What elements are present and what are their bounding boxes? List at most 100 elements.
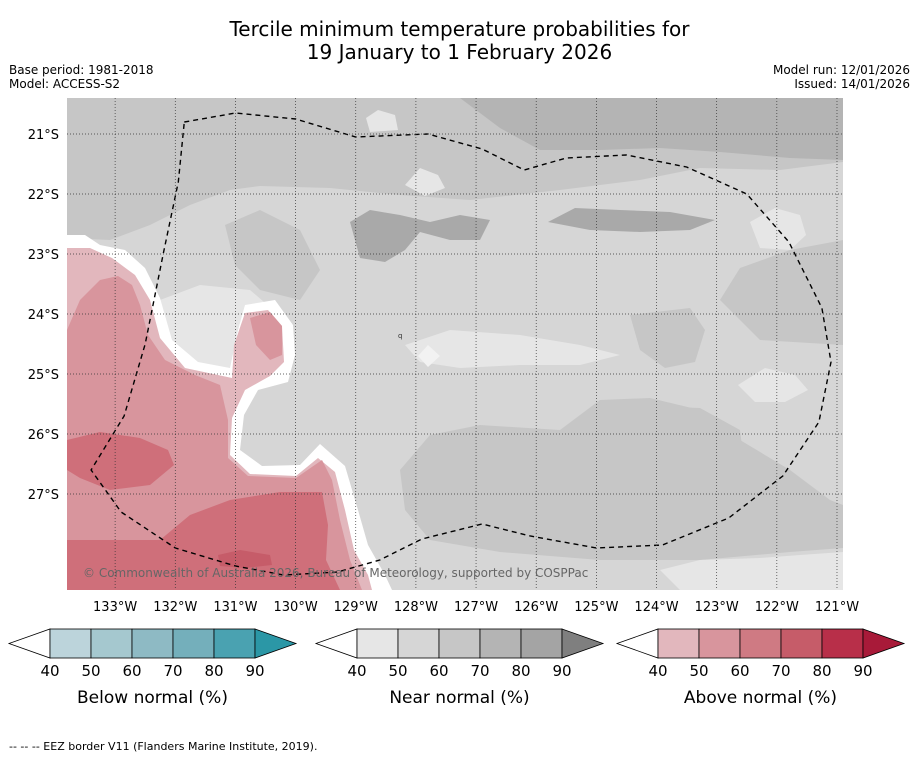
copyright-text: © Commonwealth of Australia 2026, Bureau…	[83, 566, 588, 580]
legend-near-level-5: 90	[552, 662, 571, 680]
legend-near-level-0: 40	[347, 662, 366, 680]
model-run: Model run: 12/01/2026	[772, 63, 910, 77]
legends: 40 50 60 70 80 90 Below normal (%) 40 50 60 70 80 90…	[7, 628, 906, 708]
legend-near-swatch-3	[479, 628, 522, 659]
y-tick-label-0: 21°S	[28, 128, 59, 143]
legend-near-label: Near normal (%)	[389, 688, 529, 708]
y-tick-label-3: 24°S	[28, 308, 59, 323]
legend-above-swatch-3	[780, 628, 823, 659]
legend-above-level-5: 90	[853, 662, 872, 680]
near-normal-zone-40-b	[405, 330, 620, 368]
near-normal-zone-70-c	[548, 208, 715, 232]
legend-near-swatch-0	[356, 628, 399, 659]
x-tick-label-9: 124°W	[634, 600, 678, 615]
y-tick-label-1: 22°S	[28, 188, 59, 203]
gridlines	[67, 98, 843, 590]
y-tick-label-4: 25°S	[28, 368, 59, 383]
x-tick-label-2: 131°W	[213, 600, 257, 615]
legend-below-swatch-1	[90, 628, 133, 659]
legend-below-level-3: 70	[163, 662, 182, 680]
legend-above-swatch-2	[739, 628, 782, 659]
legend-near-level-4: 80	[511, 662, 530, 680]
near-normal-zone-60-rightmid	[630, 308, 705, 368]
chart-title: Tercile minimum temperature probabilitie…	[0, 18, 919, 64]
near-normal-zone-40-d	[750, 208, 806, 250]
legend-near-level-3: 70	[470, 662, 489, 680]
legend-below-swatch-0	[49, 628, 92, 659]
x-tick-label-4: 129°W	[334, 600, 378, 615]
title-line-1: Tercile minimum temperature probabilitie…	[229, 17, 690, 41]
above-normal-zone-50-isl	[250, 312, 282, 360]
legend-near-swatch-4	[520, 628, 563, 659]
near-normal-zone-40-e	[405, 168, 445, 196]
legend-above-level-3: 70	[771, 662, 790, 680]
legend-below-min-arrow	[7, 628, 51, 659]
near-normal-zone-70-b	[350, 210, 490, 262]
legend-near-level-1: 50	[388, 662, 407, 680]
legend-above-swatch-1	[698, 628, 741, 659]
legend-near-max-arrow	[561, 628, 605, 659]
legend-near-min-arrow	[314, 628, 358, 659]
eez-border	[90, 112, 832, 576]
legend-below-swatch-3	[172, 628, 215, 659]
legend-below-max-arrow	[254, 628, 298, 659]
x-tick-label-0: 133°W	[93, 600, 137, 615]
meta-right: Model run: 12/01/2026 Issued: 14/01/2026	[773, 63, 910, 91]
x-tick-label-3: 130°W	[274, 600, 318, 615]
above-normal-zone-60	[67, 432, 174, 490]
legend-near-level-2: 60	[429, 662, 448, 680]
legend-below-level-5: 90	[245, 662, 264, 680]
legend-near-swatch-1	[397, 628, 440, 659]
y-tick-label-2: 23°S	[28, 248, 59, 263]
legend-near-swatch-2	[438, 628, 481, 659]
legend-above-label: Above normal (%)	[684, 688, 837, 708]
x-tick-label-6: 127°W	[454, 600, 498, 615]
near-normal-zone-60-mid	[225, 210, 320, 300]
y-tick-label-6: 27°S	[28, 488, 59, 503]
map-area	[67, 98, 843, 590]
legend-above-level-2: 60	[730, 662, 749, 680]
x-tick-label-1: 132°W	[153, 600, 197, 615]
issued-date: Issued: 14/01/2026	[794, 77, 910, 91]
above-normal-zone-60-b	[67, 492, 340, 590]
x-tick-label-12: 121°W	[815, 600, 859, 615]
legend-above: 40 50 60 70 80 90 Above normal (%)	[615, 628, 906, 708]
legend-above-min-arrow	[615, 628, 659, 659]
legend-below-label: Below normal (%)	[77, 688, 228, 708]
legend-above-swatch-4	[821, 628, 864, 659]
near-normal-zone-40-g	[660, 552, 843, 590]
x-tick-label-10: 123°W	[695, 600, 739, 615]
near-normal-zone-40-c	[738, 368, 808, 402]
legend-above-swatch-0	[657, 628, 700, 659]
near-normal-zone-60-east	[720, 240, 843, 345]
meta-left: Base period: 1981-2018 Model: ACCESS-S2	[9, 63, 154, 91]
legend-above-level-0: 40	[648, 662, 667, 680]
near-normal-zone-60-se	[575, 405, 745, 480]
near-normal-zone-40-f	[366, 110, 398, 132]
title-line-2: 19 January to 1 February 2026	[306, 40, 613, 64]
x-tick-label-8: 125°W	[574, 600, 618, 615]
near-normal-zone-70	[460, 98, 843, 160]
axis-ticks: 133°W 132°W 131°W 130°W 129°W 128°W 127°W 126°W…	[28, 128, 860, 615]
legend-near: 40 50 60 70 80 90 Near normal (%)	[314, 628, 605, 708]
base-period: Base period: 1981-2018	[9, 63, 154, 77]
legend-below-level-0: 40	[40, 662, 59, 680]
legend-above-level-1: 50	[689, 662, 708, 680]
x-tick-label-5: 128°W	[394, 600, 438, 615]
annotation-q: q	[398, 332, 402, 340]
legend-below-swatch-4	[213, 628, 256, 659]
legend-above-max-arrow	[862, 628, 906, 659]
legend-below-level-2: 60	[122, 662, 141, 680]
legend-below-level-1: 50	[81, 662, 100, 680]
above-normal-zone-70	[218, 550, 272, 568]
x-tick-label-11: 122°W	[755, 600, 799, 615]
legend-below-swatch-2	[131, 628, 174, 659]
model-name: Model: ACCESS-S2	[9, 77, 121, 91]
legend-above-level-4: 80	[812, 662, 831, 680]
legend-below: 40 50 60 70 80 90 Below normal (%)	[7, 628, 298, 708]
footer-note: -- -- -- EEZ border V11 (Flanders Marine…	[9, 740, 318, 753]
y-tick-label-5: 26°S	[28, 428, 59, 443]
x-tick-label-7: 126°W	[514, 600, 558, 615]
legend-below-level-4: 80	[204, 662, 223, 680]
